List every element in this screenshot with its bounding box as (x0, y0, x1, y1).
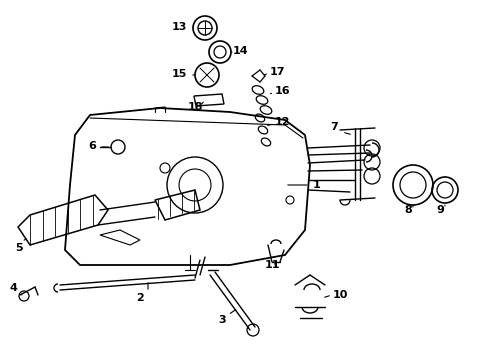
Text: 18: 18 (187, 102, 203, 112)
Text: 10: 10 (332, 290, 347, 300)
Text: 3: 3 (218, 315, 225, 325)
Text: 5: 5 (15, 243, 22, 253)
Text: 1: 1 (312, 180, 320, 190)
Text: 4: 4 (10, 283, 18, 293)
Text: 11: 11 (264, 260, 279, 270)
Text: 17: 17 (269, 67, 285, 77)
Text: 16: 16 (274, 86, 290, 96)
Text: 12: 12 (274, 117, 290, 127)
Text: 13: 13 (172, 22, 187, 32)
Text: 14: 14 (232, 46, 248, 56)
Text: 15: 15 (172, 69, 187, 79)
Text: 9: 9 (435, 205, 443, 215)
Text: 6: 6 (88, 141, 96, 151)
Text: 2: 2 (136, 293, 143, 303)
Text: 8: 8 (403, 205, 411, 215)
Text: 7: 7 (329, 122, 337, 132)
